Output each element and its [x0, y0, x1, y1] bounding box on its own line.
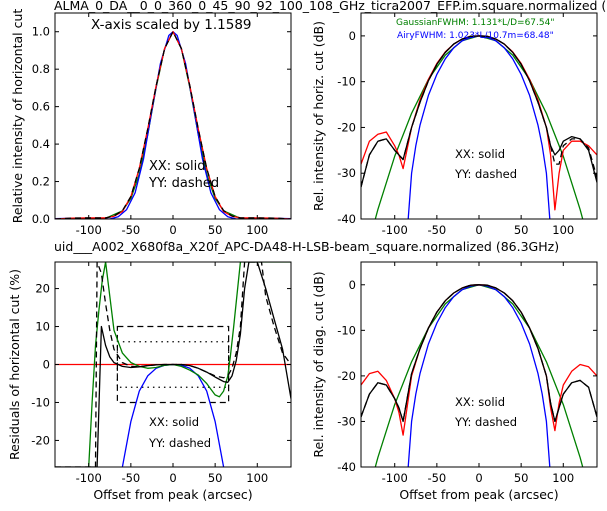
y-tick-label: -20 [337, 120, 356, 134]
y-tick-label: -20 [337, 369, 356, 383]
x-tick-label: 100 [552, 471, 574, 485]
figure-mid-title: uid___A002_X680f8a_X20f_APC-DA48-H-LSB-b… [54, 239, 559, 254]
y-tick-label: 0 [43, 358, 50, 372]
x-tick-label: -50 [121, 223, 140, 237]
y-axis-label: Relative intensity of horizontal cut [10, 9, 25, 224]
y-tick-label: 0.2 [32, 175, 50, 189]
x-tick-label: -50 [427, 223, 446, 237]
y-tick-label: 0.6 [32, 100, 50, 114]
y-tick-label: -10 [31, 395, 50, 409]
plot-area-tr [361, 35, 597, 219]
y-axis-label: Rel. intensity of horiz. cut (dB) [311, 21, 326, 211]
chart-panel-tl: -100 -50 0 50 100 0.0 0.2 0.4 0.6 0.8 1.0 Relative … [10, 9, 292, 237]
x-tick-label: 0 [475, 471, 482, 485]
series-line-tr-2 [361, 35, 597, 211]
plot-area-bl [55, 262, 291, 467]
y-axis-label: Rel. intensity of diag. cut (dB) [311, 271, 326, 457]
y-tick-label: 10 [35, 320, 50, 334]
series-line-bl-3 [55, 262, 291, 467]
series-line-tr-3 [361, 35, 597, 188]
x-tick-label: 50 [208, 471, 223, 485]
series-line-bl-1 [88, 262, 291, 467]
style-note: YY: dashed [454, 167, 517, 181]
x-tick-label: 0 [475, 223, 482, 237]
axes-frame-br [360, 261, 598, 468]
x-tick-label: 0 [169, 471, 176, 485]
style-note: YY: dashed [454, 415, 517, 429]
style-note: XX: solid [149, 415, 199, 429]
tolerance-box-inner [116, 341, 230, 388]
fit-label: AiryFWHM: 1.023*L/10.7m=68.48" [397, 31, 554, 41]
x-axis-label: Offset from peak (arcsec) [93, 487, 252, 502]
series-line-br-1 [407, 284, 551, 467]
y-tick-label: -10 [337, 323, 356, 337]
x-tick-label: -100 [76, 223, 102, 237]
x-tick-label: 100 [246, 471, 268, 485]
series-line-bl-2 [55, 262, 291, 467]
x-tick-label: -100 [76, 471, 102, 485]
y-tick-label: -20 [31, 433, 50, 447]
plot-area-br [361, 284, 597, 467]
x-tick-label: -100 [382, 223, 408, 237]
x-tick-label: -50 [121, 471, 140, 485]
scale-annotation: X-axis scaled by 1.1589 [91, 17, 252, 33]
x-tick-label: -100 [382, 471, 408, 485]
x-tick-label: -50 [427, 471, 446, 485]
series-line-br-4 [361, 284, 597, 423]
y-tick-label: 0.8 [32, 62, 50, 76]
x-tick-label: 50 [514, 471, 529, 485]
x-tick-label: 0 [169, 223, 176, 237]
y-tick-label: 0.4 [32, 137, 50, 151]
y-tick-label: -40 [337, 212, 356, 226]
y-tick-label: 0 [349, 29, 356, 43]
axes-frame-tr [360, 12, 598, 220]
y-tick-label: -10 [337, 75, 356, 89]
x-tick-label: 100 [552, 223, 574, 237]
y-axis-label: Residuals of horizontal cut (%) [7, 269, 22, 460]
style-note: YY: dashed [148, 436, 211, 450]
style-note: XX: solid [455, 395, 505, 409]
x-tick-label: 50 [208, 223, 223, 237]
style-note: YY: dashed [148, 176, 219, 191]
series-line-tl-2 [55, 31, 291, 219]
x-axis-label: Offset from peak (arcsec) [399, 487, 558, 502]
y-tick-label: 20 [35, 282, 50, 296]
series-line-tr-4 [361, 35, 597, 188]
fit-label: GaussianFWHM: 1.131*L/D=67.54" [396, 18, 554, 28]
x-tick-label: 50 [514, 223, 529, 237]
figure-top-title: ALMA_0_DA__0_0_360_0_45_90_92_100_108_GH… [54, 0, 606, 13]
y-tick-label: -30 [337, 414, 356, 428]
series-line-br-2 [361, 284, 597, 436]
style-note: XX: solid [455, 147, 505, 161]
y-tick-label: 1.0 [32, 25, 50, 39]
y-tick-label: -30 [337, 166, 356, 180]
style-note: XX: solid [149, 159, 206, 174]
y-tick-label: -40 [337, 460, 356, 474]
x-tick-label: 100 [246, 223, 268, 237]
y-tick-label: 0.0 [32, 212, 50, 226]
y-tick-label: 0 [349, 278, 356, 292]
series-line-tr-1 [407, 35, 551, 219]
tolerance-box-outer [116, 325, 230, 404]
plot-area-tl [55, 31, 291, 219]
